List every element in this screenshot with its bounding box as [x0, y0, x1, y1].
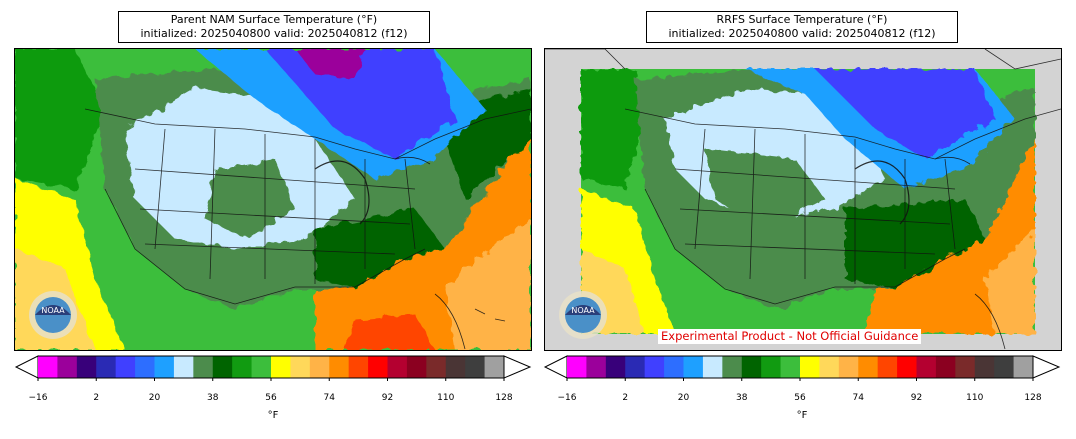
colorbar-tick-label: 38 [736, 393, 748, 403]
colorbar-swatch [426, 356, 447, 378]
colorbar-tick-label: 56 [794, 393, 806, 403]
colorbar-swatch [605, 356, 626, 378]
colorbar-swatch [57, 356, 78, 378]
nam-title: Parent NAM Surface Temperature (°F) init… [118, 11, 430, 43]
colorbar-swatch [780, 356, 801, 378]
rrfs-title-line1: RRFS Surface Temperature (°F) [716, 13, 888, 26]
colorbar-tick-label: 128 [1024, 393, 1042, 403]
colorbar-swatch [567, 356, 587, 378]
colorbar-swatch [387, 356, 408, 378]
colorbar-swatch [154, 356, 175, 378]
colorbar-extend-min [14, 355, 39, 379]
colorbar-swatch [858, 356, 879, 378]
colorbar-swatch [877, 356, 898, 378]
colorbar-swatch [212, 356, 233, 378]
colorbar-tick-label: 92 [910, 393, 923, 403]
rrfs-title-line2: initialized: 2025040800 valid: 202504081… [668, 27, 936, 40]
nam-title-line2: initialized: 2025040800 valid: 202504081… [140, 27, 408, 40]
colorbar-tick-label: 20 [677, 393, 690, 403]
colorbar-right [543, 355, 1061, 381]
rrfs-title: RRFS Surface Temperature (°F) initialize… [646, 11, 958, 43]
colorbar-tick-label: 38 [207, 393, 219, 403]
colorbar-swatch [232, 356, 252, 378]
colorbar-swatch [38, 356, 58, 378]
colorbar-swatch [193, 356, 214, 378]
colorbar-swatch [897, 356, 917, 378]
colorbar-swatch [819, 356, 840, 378]
colorbar-tick-label: 74 [323, 393, 335, 403]
colorbar-swatch [271, 356, 291, 378]
colorbar-tick-label: 56 [265, 393, 277, 403]
rrfs-panel: RRFS Surface Temperature (°F) initialize… [530, 0, 1062, 439]
noaa-logo-text: NOAA [571, 306, 595, 315]
nam-title-line1: Parent NAM Surface Temperature (°F) [170, 13, 378, 26]
colorbar-swatch [445, 356, 466, 378]
nam-map [14, 48, 532, 351]
colorbar-swatch [290, 356, 311, 378]
nam-panel: Parent NAM Surface Temperature (°F) init… [0, 0, 532, 439]
colorbar-swatch [761, 356, 781, 378]
colorbar-swatch [115, 356, 136, 378]
colorbar-left-unit: °F [267, 410, 279, 421]
colorbar-swatch [741, 356, 762, 378]
colorbar-tick-label: 110 [966, 393, 984, 403]
colorbar-swatch [96, 356, 117, 378]
colorbar-right-unit: °F [796, 410, 808, 421]
colorbar-swatch [722, 356, 743, 378]
colorbar-swatch [406, 356, 427, 378]
colorbar-swatch [173, 356, 194, 378]
colorbar-swatch [76, 356, 97, 378]
colorbar-tick-label: 20 [148, 393, 161, 403]
colorbar-swatch [955, 356, 976, 378]
colorbar-swatch [664, 356, 684, 378]
colorbar-swatch [935, 356, 956, 378]
colorbar-tick-label: −16 [557, 393, 577, 403]
colorbar-swatch [916, 356, 937, 378]
colorbar-swatch [974, 356, 995, 378]
colorbar-tick-label: 74 [852, 393, 864, 403]
noaa-logo-left: NOAA [18, 290, 88, 340]
colorbar-swatch [586, 356, 607, 378]
colorbar-swatch [800, 356, 820, 378]
colorbar-swatch [838, 356, 859, 378]
disclaimer-label: Experimental Product - Not Official Guid… [658, 329, 922, 344]
noaa-logo-right: NOAA [548, 290, 618, 340]
colorbar-tick-label: 2 [622, 393, 629, 403]
noaa-logo-text: NOAA [41, 306, 65, 315]
colorbar-swatch [702, 356, 723, 378]
colorbar-swatch [329, 356, 350, 378]
rrfs-map [544, 48, 1062, 351]
colorbar-tick-label: 110 [437, 393, 455, 403]
colorbar-swatch [309, 356, 330, 378]
colorbar-extend-min [543, 355, 568, 379]
colorbar-extend-max [1032, 355, 1061, 379]
colorbar-swatch [251, 356, 272, 378]
colorbar-swatch [465, 356, 485, 378]
colorbar-swatch [368, 356, 388, 378]
colorbar-swatch [135, 356, 155, 378]
colorbar-tick-label: 128 [495, 393, 513, 403]
colorbar-tick-label: 92 [381, 393, 394, 403]
colorbar-tick-label: 2 [93, 393, 100, 403]
colorbar-swatch [683, 356, 704, 378]
colorbar-swatch [994, 356, 1014, 378]
colorbar-swatch [625, 356, 646, 378]
colorbar-swatch [1013, 356, 1034, 378]
colorbar-left [14, 355, 532, 381]
colorbar-tick-label: −16 [28, 393, 48, 403]
colorbar-swatch [644, 356, 665, 378]
colorbar-extend-max [503, 355, 532, 379]
colorbar-swatch [484, 356, 505, 378]
colorbar-swatch [348, 356, 369, 378]
